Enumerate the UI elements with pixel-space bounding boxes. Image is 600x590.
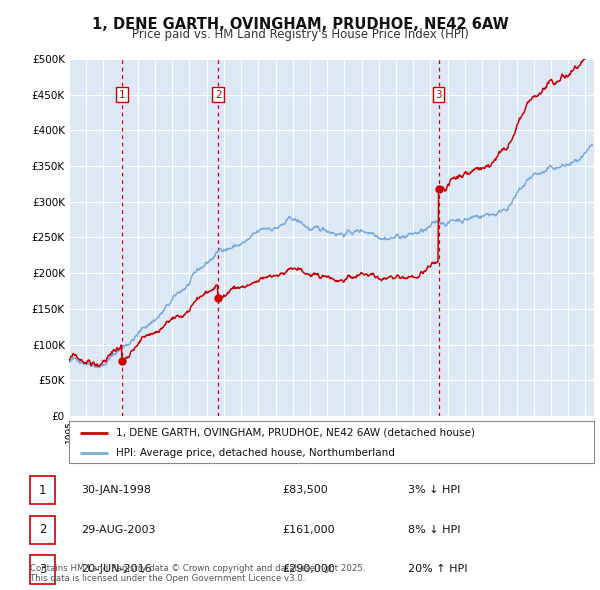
- Text: 20% ↑ HPI: 20% ↑ HPI: [408, 565, 467, 574]
- Text: £83,500: £83,500: [282, 486, 328, 495]
- Text: 1, DENE GARTH, OVINGHAM, PRUDHOE, NE42 6AW: 1, DENE GARTH, OVINGHAM, PRUDHOE, NE42 6…: [92, 17, 508, 31]
- Text: 30-JAN-1998: 30-JAN-1998: [81, 486, 151, 495]
- Text: 1: 1: [119, 90, 125, 100]
- Text: 3: 3: [39, 563, 46, 576]
- Text: 1: 1: [39, 484, 46, 497]
- Text: 2: 2: [215, 90, 221, 100]
- Text: 2: 2: [39, 523, 46, 536]
- Text: 3: 3: [435, 90, 442, 100]
- Text: 20-JUN-2016: 20-JUN-2016: [81, 565, 152, 574]
- Text: 29-AUG-2003: 29-AUG-2003: [81, 525, 155, 535]
- Text: Contains HM Land Registry data © Crown copyright and database right 2025.
This d: Contains HM Land Registry data © Crown c…: [30, 563, 365, 583]
- Text: £290,000: £290,000: [282, 565, 335, 574]
- Text: 1, DENE GARTH, OVINGHAM, PRUDHOE, NE42 6AW (detached house): 1, DENE GARTH, OVINGHAM, PRUDHOE, NE42 6…: [116, 428, 475, 438]
- Text: Price paid vs. HM Land Registry's House Price Index (HPI): Price paid vs. HM Land Registry's House …: [131, 28, 469, 41]
- Text: HPI: Average price, detached house, Northumberland: HPI: Average price, detached house, Nort…: [116, 448, 395, 457]
- Text: 8% ↓ HPI: 8% ↓ HPI: [408, 525, 461, 535]
- Text: £161,000: £161,000: [282, 525, 335, 535]
- Text: 3% ↓ HPI: 3% ↓ HPI: [408, 486, 460, 495]
